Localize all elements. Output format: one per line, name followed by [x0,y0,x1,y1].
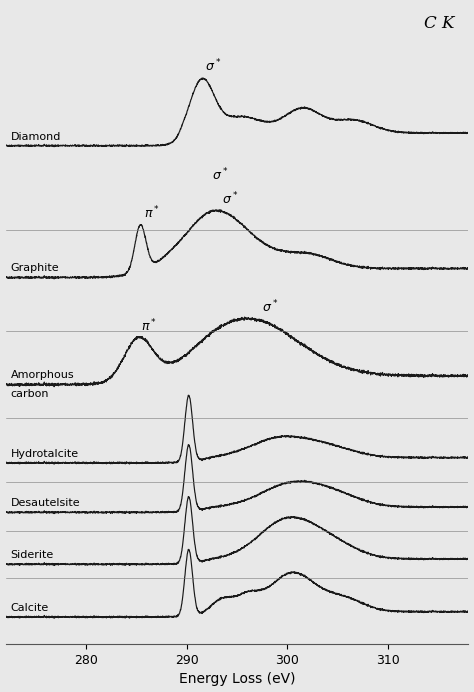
Text: $\pi^*$: $\pi^*$ [145,205,160,221]
Text: Diamond: Diamond [10,131,61,142]
Text: C K: C K [424,15,455,32]
Text: Desautelsite: Desautelsite [10,498,80,508]
Text: Amorphous: Amorphous [10,370,74,381]
Text: Siderite: Siderite [10,550,54,560]
Text: Calcite: Calcite [10,603,49,613]
Text: $\sigma^*$: $\sigma^*$ [212,166,228,183]
Text: Graphite: Graphite [10,264,59,273]
X-axis label: Energy Loss (eV): Energy Loss (eV) [179,673,295,686]
Text: $\sigma^*$: $\sigma^*$ [222,191,238,208]
Text: carbon: carbon [10,390,49,399]
Text: Hydrotalcite: Hydrotalcite [10,449,79,459]
Text: $\sigma^*$: $\sigma^*$ [262,298,279,315]
Text: $\pi^*$: $\pi^*$ [141,318,157,335]
Text: $\sigma^*$: $\sigma^*$ [205,57,221,74]
